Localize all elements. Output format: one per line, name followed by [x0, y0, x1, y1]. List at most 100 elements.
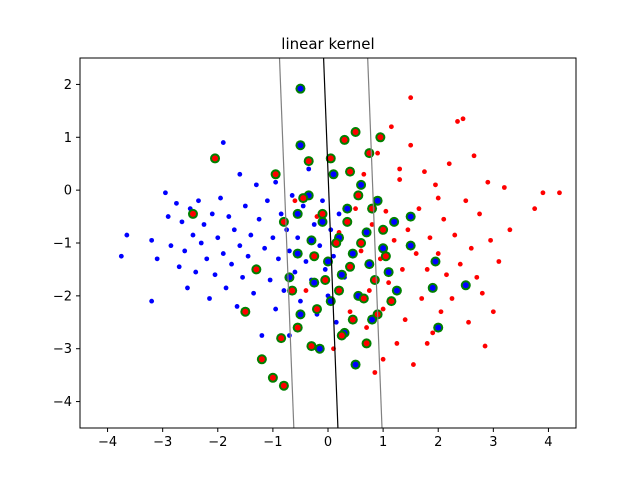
support-vector-blue-core	[435, 324, 442, 331]
support-vector-blue-core	[294, 250, 301, 257]
support-vector-blue-core	[385, 269, 392, 276]
point-red	[419, 296, 425, 301]
point-blue	[320, 198, 325, 204]
support-vector-blue-core	[393, 287, 400, 294]
point-blue	[287, 248, 292, 254]
point-red	[397, 177, 403, 182]
support-vector-red-core	[338, 332, 345, 339]
point-red	[496, 259, 502, 264]
plot-frame	[79, 57, 577, 429]
point-blue	[165, 214, 171, 219]
support-vector-blue-core	[358, 181, 365, 188]
support-vector-red-core	[242, 308, 249, 315]
support-vector-blue-core	[294, 210, 301, 217]
support-vector-red-core	[358, 240, 365, 246]
point-red	[441, 216, 447, 222]
point-red	[532, 206, 538, 212]
point-blue	[306, 166, 312, 172]
support-vector-red-core	[360, 295, 367, 302]
plot-area	[118, 58, 562, 428]
support-vector-red-core	[294, 324, 301, 331]
point-blue	[300, 203, 306, 209]
point-red	[380, 306, 386, 312]
support-vector-blue-core	[462, 282, 469, 289]
x-tick-label: −4	[98, 435, 117, 450]
support-vector-blue-core	[407, 242, 414, 249]
support-vector-blue-core	[429, 284, 436, 291]
support-vector-red-core	[363, 340, 370, 347]
point-red	[413, 251, 419, 256]
point-red	[366, 288, 372, 293]
support-vector-red-core	[333, 240, 340, 246]
point-blue	[298, 298, 303, 304]
point-blue	[226, 214, 232, 219]
support-vector-red-core	[380, 226, 387, 233]
point-blue	[270, 235, 276, 241]
support-vector-red-core	[272, 171, 279, 178]
support-vector-red-core	[344, 218, 351, 225]
support-vector-red-core	[341, 136, 348, 143]
support-vector-red-core	[258, 356, 265, 363]
point-red	[303, 288, 309, 293]
point-red	[408, 95, 414, 101]
margin-upper-line	[278, 58, 295, 428]
point-red	[444, 272, 449, 278]
point-red	[394, 341, 400, 346]
point-red	[435, 195, 441, 201]
point-blue	[333, 319, 339, 325]
support-vector-blue-core	[308, 237, 315, 244]
point-red	[449, 296, 455, 301]
support-vector-red-core	[347, 263, 354, 270]
support-vector-blue-core	[366, 261, 373, 268]
point-red	[408, 142, 414, 148]
point-blue	[196, 198, 201, 204]
support-vector-red-core	[349, 316, 356, 323]
point-blue	[273, 179, 279, 185]
point-red	[397, 166, 403, 172]
support-vector-red-core	[300, 195, 307, 202]
point-blue	[267, 277, 273, 283]
point-red	[411, 362, 416, 367]
point-blue	[163, 190, 168, 196]
support-vector-red-core	[278, 335, 285, 342]
point-blue	[311, 222, 317, 227]
point-blue	[154, 256, 160, 262]
point-red	[479, 290, 485, 296]
point-red	[424, 267, 430, 272]
point-red	[386, 280, 392, 286]
point-red	[438, 309, 444, 315]
point-red	[400, 267, 405, 272]
support-vector-blue-core	[380, 245, 387, 252]
point-blue	[237, 243, 243, 249]
support-vector-red-core	[322, 277, 329, 283]
support-vector-red-core	[305, 158, 312, 165]
support-vector-blue-core	[311, 279, 318, 286]
support-vector-blue-core	[344, 205, 351, 212]
point-blue	[207, 296, 212, 301]
point-red	[557, 190, 562, 196]
point-red	[347, 309, 353, 315]
y-tick-label: −1	[53, 237, 72, 252]
point-blue	[198, 240, 204, 246]
chart-title: linear kernel	[281, 35, 374, 53]
point-blue	[209, 211, 215, 217]
point-red	[474, 274, 480, 280]
point-blue	[240, 274, 245, 280]
support-vector-red-core	[189, 210, 196, 217]
support-vector-red-core	[289, 287, 296, 294]
point-red	[364, 325, 369, 330]
point-blue	[289, 193, 295, 198]
point-blue	[176, 264, 182, 270]
support-vector-red-core	[347, 168, 354, 175]
point-red	[488, 237, 493, 243]
point-red	[457, 261, 463, 267]
support-vector-blue-core	[363, 229, 370, 236]
point-blue	[220, 140, 226, 145]
support-vector-blue-core	[338, 271, 345, 278]
support-vector-red-core	[352, 129, 359, 135]
point-red	[391, 237, 397, 243]
decision-boundary-line	[322, 58, 339, 428]
support-vector-red-core	[327, 155, 334, 162]
point-red	[455, 119, 460, 124]
